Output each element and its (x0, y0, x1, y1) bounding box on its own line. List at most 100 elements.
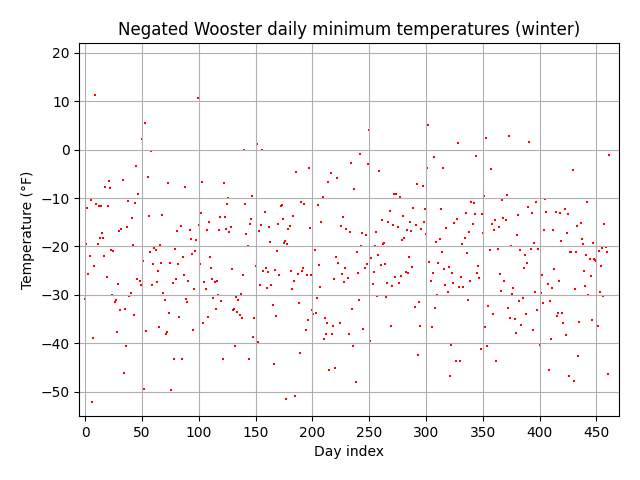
Point (216, 297, 227, 305)
Point (106, 246, 116, 254)
Point (421, 230, 431, 238)
Point (120, 305, 130, 312)
Point (265, 238, 275, 246)
Point (514, 297, 524, 304)
Point (131, 162, 141, 169)
Point (324, 366, 335, 374)
Point (207, 276, 218, 283)
Point (518, 294, 528, 302)
Point (115, 307, 125, 314)
Point (203, 313, 213, 321)
Point (488, 310, 498, 318)
Point (313, 201, 323, 209)
Point (163, 180, 173, 187)
Point (511, 329, 521, 336)
Point (300, 326, 310, 334)
Point (577, 236, 587, 243)
Point (241, 230, 252, 238)
Title: Negated Wooster daily minimum temperatures (winter): Negated Wooster daily minimum temperatur… (118, 21, 580, 39)
Point (483, 302, 493, 310)
Point (275, 202, 285, 210)
Point (564, 372, 574, 380)
Point (570, 285, 580, 293)
Point (143, 212, 154, 220)
Point (463, 297, 473, 304)
Point (500, 216, 511, 224)
Point (549, 265, 559, 273)
Point (132, 276, 143, 283)
Point (533, 245, 543, 252)
Point (468, 200, 479, 207)
Point (554, 277, 564, 285)
Point (116, 225, 127, 233)
Point (157, 211, 168, 218)
Point (598, 292, 609, 300)
Point (516, 322, 527, 329)
Point (224, 228, 234, 236)
Point (332, 175, 342, 182)
Point (420, 205, 430, 213)
Y-axis label: Temperature (°F): Temperature (°F) (21, 170, 35, 288)
Point (353, 269, 363, 277)
Point (548, 226, 558, 234)
Point (470, 210, 480, 217)
Point (275, 271, 285, 279)
Point (562, 229, 572, 237)
Point (308, 310, 319, 317)
Point (512, 231, 522, 239)
Point (520, 251, 530, 258)
Point (259, 208, 269, 216)
Point (281, 395, 291, 403)
Point (552, 312, 562, 320)
Point (455, 358, 465, 365)
Point (407, 264, 417, 271)
Point (218, 355, 228, 362)
Point (573, 352, 584, 360)
Point (502, 304, 513, 312)
Point (227, 265, 237, 273)
Point (310, 246, 320, 254)
Point (527, 326, 538, 334)
Point (296, 198, 306, 206)
Point (565, 248, 575, 256)
Point (186, 235, 196, 243)
Point (394, 279, 404, 287)
Point (342, 274, 353, 282)
Point (82, 204, 92, 212)
Point (244, 220, 255, 228)
Point (228, 306, 238, 314)
Point (165, 259, 175, 267)
Point (474, 275, 484, 282)
Point (410, 303, 420, 311)
Point (379, 240, 389, 247)
Point (555, 209, 565, 216)
Point (279, 239, 289, 247)
Point (477, 229, 488, 237)
Point (188, 326, 198, 334)
Point (234, 311, 244, 319)
Point (100, 184, 111, 192)
Point (225, 223, 236, 231)
Point (527, 209, 537, 217)
Point (86, 196, 96, 204)
Point (587, 316, 597, 324)
Point (347, 305, 357, 313)
Point (404, 253, 414, 261)
Point (344, 330, 354, 338)
Point (426, 277, 436, 285)
Point (134, 277, 145, 285)
Point (446, 341, 456, 348)
Point (231, 293, 241, 300)
Point (125, 289, 136, 297)
Point (351, 248, 362, 256)
Point (506, 242, 516, 250)
Point (370, 242, 380, 250)
Point (269, 266, 280, 274)
Point (168, 280, 178, 288)
Point (243, 242, 253, 250)
Point (537, 272, 547, 279)
Point (392, 224, 403, 231)
Point (80, 295, 90, 303)
Point (509, 315, 520, 323)
Point (90, 91, 100, 98)
